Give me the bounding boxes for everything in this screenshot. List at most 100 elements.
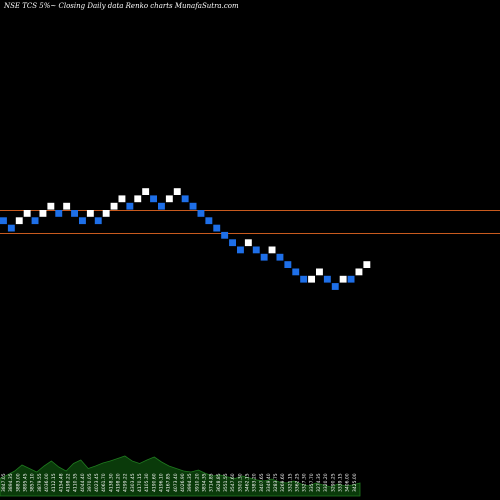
volume-price-label: 4190.60 xyxy=(151,473,157,492)
volume-price-label: 3501.30 xyxy=(237,473,243,492)
volume-price-label: 4061.70 xyxy=(101,473,107,492)
renko-brick-down xyxy=(7,224,15,232)
volume-price-label: 4138.30 xyxy=(108,473,114,492)
volume-price-label: 3551.55 xyxy=(223,473,229,492)
volume-price-label: 4196.10 xyxy=(159,473,165,492)
volume-price-label: 4198.22 xyxy=(65,473,71,492)
volume-price-label: 3283.75 xyxy=(273,473,279,492)
renko-brick-up xyxy=(86,210,94,217)
renko-brick-down xyxy=(0,217,7,225)
volume-price-label: 4105.30 xyxy=(144,473,150,492)
renko-brick-down xyxy=(331,283,339,290)
renko-brick-up xyxy=(363,261,371,268)
renko-brick-down xyxy=(260,253,268,261)
volume-price-label: 3628.85 xyxy=(216,473,222,492)
renko-brick-up xyxy=(47,202,55,210)
volume-price-label: 4170.15 xyxy=(137,473,143,492)
chart-title: NSE TCS 5%~ Closing Daily data Renko cha… xyxy=(4,2,239,10)
volume-area xyxy=(0,455,361,497)
volume-price-label: 3910.20 xyxy=(194,473,200,492)
volume-price-label: 3847.05 xyxy=(1,473,7,492)
volume-price-label: 3327.30 xyxy=(302,473,308,492)
volume-price-label: 3274.35 xyxy=(316,473,322,492)
volume-price-label: 3406.00 xyxy=(345,473,351,492)
volume-price-label: 3970.05 xyxy=(87,473,93,492)
volume-price-label: 4198.20 xyxy=(116,473,122,492)
volume-price-label: 4110.35 xyxy=(73,473,79,492)
volume-price-label: 3425.00 xyxy=(352,473,358,492)
volume-price-label: 3290.25 xyxy=(330,473,336,492)
volume-price-label: 4073.40 xyxy=(173,473,179,492)
renko-brick-up xyxy=(173,188,181,195)
volume-price-label: 4044.40 xyxy=(80,473,86,492)
volume-price-label: 3883.00 xyxy=(15,473,21,492)
renko-brick-down xyxy=(213,224,221,232)
renko-brick-down xyxy=(31,217,39,225)
volume-price-label: 3269.60 xyxy=(280,473,286,492)
volume-price-label: 3547.60 xyxy=(230,473,236,492)
renko-brick-up xyxy=(268,246,276,254)
renko-brick-up xyxy=(118,195,126,203)
renko-brick-up xyxy=(316,268,323,276)
renko-brick-down xyxy=(197,210,205,217)
volume-price-label: 3407.65 xyxy=(259,473,265,492)
volume-price-label: 3383.20 xyxy=(252,473,258,492)
volume-price-label: 4154.48 xyxy=(58,473,64,492)
renko-brick-up xyxy=(134,195,142,203)
volume-price-label: 3857.10 xyxy=(30,473,36,492)
volume-price-label: 4299.22 xyxy=(123,473,129,492)
renko-brick-up xyxy=(244,239,252,247)
renko-brick-down xyxy=(55,210,63,217)
renko-brick-down xyxy=(158,202,165,210)
volume-price-label: 4023.45 xyxy=(94,473,100,492)
renko-brick-down xyxy=(221,231,229,239)
renko-brick-down xyxy=(323,275,331,283)
volume-price-label: 3339.15 xyxy=(338,473,344,492)
volume-price-label: 3362.25 xyxy=(295,473,301,492)
renko-brick-down xyxy=(284,261,292,268)
renko-brick-up xyxy=(165,195,173,203)
renko-brick-down xyxy=(181,195,189,203)
renko-brick-down xyxy=(300,275,308,283)
renko-brick-down xyxy=(347,275,355,283)
volume-price-label: 3895.45 xyxy=(23,473,29,492)
renko-brick-down xyxy=(237,246,244,254)
renko-brick-up xyxy=(308,275,315,283)
renko-brick-up xyxy=(102,210,110,217)
volume-price-label: 3879.55 xyxy=(37,473,43,492)
renko-brick-down xyxy=(94,217,102,225)
renko-brick-up xyxy=(142,188,150,195)
renko-brick-down xyxy=(276,253,284,261)
renko-brick-down xyxy=(252,246,260,254)
renko-brick-up xyxy=(355,268,363,276)
volume-price-label: 3462.15 xyxy=(244,473,250,492)
volume-price-label: 4303.45 xyxy=(130,473,136,492)
renko-brick-up xyxy=(15,217,23,225)
renko-brick-up xyxy=(110,202,118,210)
volume-price-label: 4167.85 xyxy=(166,473,172,492)
renko-brick-down xyxy=(292,268,300,276)
volume-price-label: 4112.15 xyxy=(51,473,57,492)
renko-brick-up xyxy=(63,202,71,210)
volume-price-label: 3349.40 xyxy=(266,473,272,492)
volume-price-label: 3321.15 xyxy=(287,473,293,492)
volume-price-label: 3834.35 xyxy=(202,473,208,492)
volume-price-label: 4036.00 xyxy=(44,473,50,492)
renko-brick-down xyxy=(126,202,134,210)
volume-price-label: 3320.20 xyxy=(323,473,329,492)
renko-brick-up xyxy=(339,275,347,283)
renko-brick-up xyxy=(23,210,31,217)
volume-price-label: 3994.35 xyxy=(187,473,193,492)
volume-price-label: 4026.90 xyxy=(180,473,186,492)
renko-brick-down xyxy=(71,210,78,217)
volume-price-label: 3714.85 xyxy=(209,473,215,492)
volume-price-label: 3357.70 xyxy=(309,473,315,492)
renko-brick-down xyxy=(150,195,157,203)
renko-brick-down xyxy=(79,217,86,225)
renko-brick-down xyxy=(205,217,213,225)
renko-brick-down xyxy=(229,239,236,247)
renko-brick-up xyxy=(39,210,47,217)
volume-price-label: 3894.35 xyxy=(8,473,14,492)
renko-brick-down xyxy=(189,202,197,210)
